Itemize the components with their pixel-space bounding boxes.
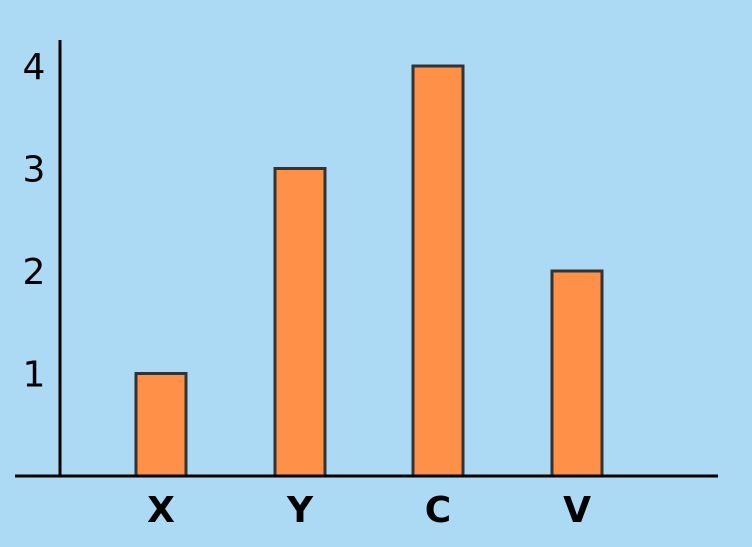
bar-c xyxy=(411,64,465,478)
y-tick-label: 1 xyxy=(23,355,46,396)
y-tick-labels: 1 2 3 4 xyxy=(23,47,46,396)
x-tick-label: X xyxy=(147,490,175,531)
x-tick-label: C xyxy=(425,490,451,531)
bars-layer xyxy=(134,64,604,478)
y-tick-label: 3 xyxy=(23,150,46,191)
bar-x xyxy=(134,372,188,478)
bar-y xyxy=(273,167,327,478)
bar-v xyxy=(550,269,604,478)
x-tick-label: Y xyxy=(286,490,314,531)
x-tick-label: V xyxy=(563,490,591,531)
y-tick-label: 2 xyxy=(23,252,46,293)
y-tick-label: 4 xyxy=(23,47,46,88)
